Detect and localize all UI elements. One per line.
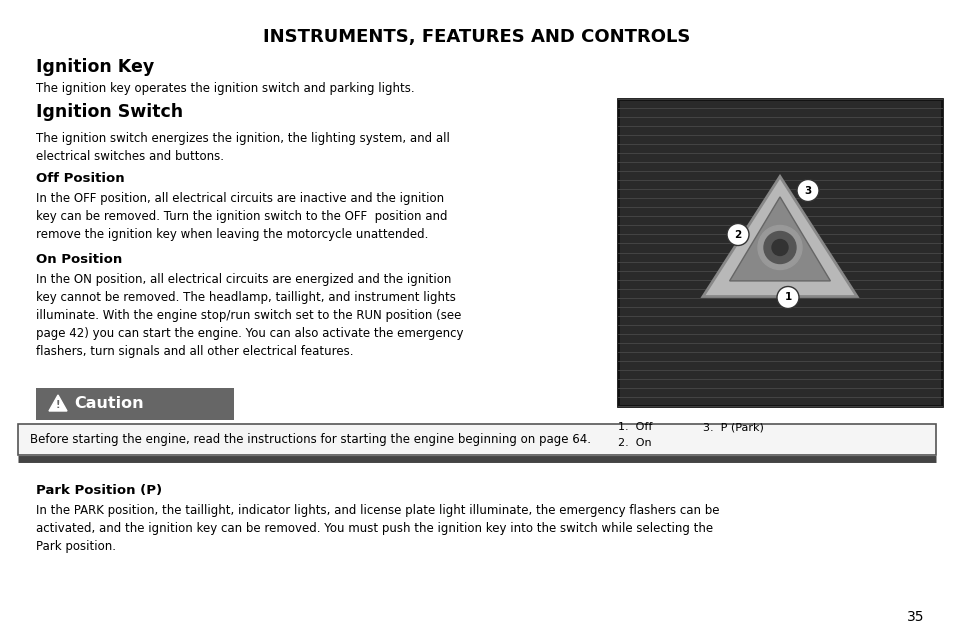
Circle shape xyxy=(763,231,795,263)
Text: 3.  P (Park): 3. P (Park) xyxy=(702,422,763,432)
Text: INSTRUMENTS, FEATURES AND CONTROLS: INSTRUMENTS, FEATURES AND CONTROLS xyxy=(263,28,690,46)
Bar xyxy=(18,424,935,455)
Text: Before starting the engine, read the instructions for starting the engine beginn: Before starting the engine, read the ins… xyxy=(30,433,590,446)
Text: !: ! xyxy=(55,400,60,410)
Text: On Position: On Position xyxy=(36,253,122,266)
Text: Park Position (P): Park Position (P) xyxy=(36,484,162,497)
Circle shape xyxy=(796,179,818,201)
Text: Caution: Caution xyxy=(74,396,144,411)
Bar xyxy=(618,99,941,406)
Text: In the PARK position, the taillight, indicator lights, and license plate light i: In the PARK position, the taillight, ind… xyxy=(36,504,719,553)
Text: 3: 3 xyxy=(803,186,811,196)
Circle shape xyxy=(758,226,801,270)
Text: Ignition Switch: Ignition Switch xyxy=(36,103,183,121)
Text: In the ON position, all electrical circuits are energized and the ignition
key c: In the ON position, all electrical circu… xyxy=(36,273,463,358)
Polygon shape xyxy=(702,176,856,297)
Text: In the OFF position, all electrical circuits are inactive and the ignition
key c: In the OFF position, all electrical circ… xyxy=(36,192,447,241)
Text: 1.  Off: 1. Off xyxy=(618,422,652,432)
Text: 2: 2 xyxy=(734,229,740,240)
Bar xyxy=(36,388,233,420)
Circle shape xyxy=(771,240,787,255)
Polygon shape xyxy=(49,395,67,411)
Circle shape xyxy=(726,223,748,246)
Circle shape xyxy=(776,287,799,308)
Text: Off Position: Off Position xyxy=(36,172,125,185)
Text: Ignition Key: Ignition Key xyxy=(36,58,154,76)
Text: 1: 1 xyxy=(783,293,791,302)
Text: 2.  On: 2. On xyxy=(618,438,651,448)
Text: 35: 35 xyxy=(905,610,923,624)
Text: The ignition switch energizes the ignition, the lighting system, and all
electri: The ignition switch energizes the igniti… xyxy=(36,132,450,163)
Polygon shape xyxy=(729,197,829,281)
Text: The ignition key operates the ignition switch and parking lights.: The ignition key operates the ignition s… xyxy=(36,82,415,95)
